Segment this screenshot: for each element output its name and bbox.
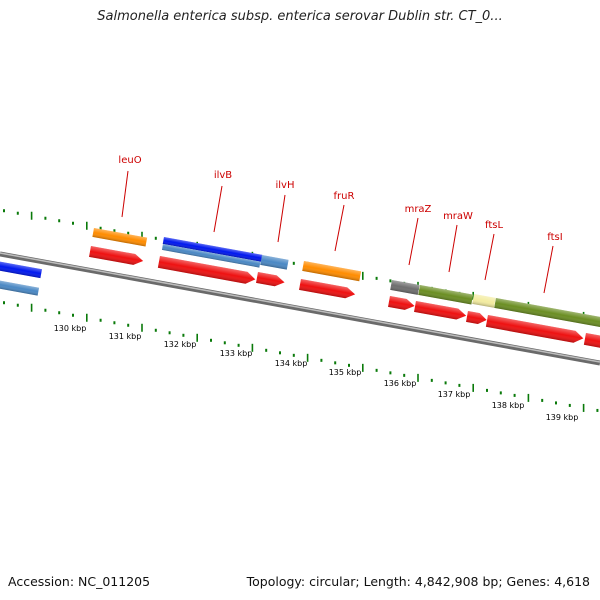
cds-arrow-right <box>583 333 600 349</box>
label-leader-ilvB <box>213 185 223 233</box>
cds-arrow-mraW <box>414 301 467 320</box>
gene-label-ilvB: ilvB <box>214 170 232 181</box>
axis-label-139-kbp: 139 kbp <box>546 413 579 422</box>
axis-label-134-kbp: 134 kbp <box>275 359 308 368</box>
backbone-line <box>0 251 600 366</box>
gene-box-ilvH <box>260 254 289 270</box>
gene-box-leuO <box>92 228 148 247</box>
axis-label-137-kbp: 137 kbp <box>438 390 471 399</box>
cds-arrow-mraZ <box>388 296 415 310</box>
label-leader-ftsL <box>484 233 495 281</box>
axis-label-138-kbp: 138 kbp <box>492 401 525 410</box>
gene-label-mraZ: mraZ <box>405 204 432 215</box>
gene-box-ftsL <box>472 293 496 308</box>
gene-box-ftsI <box>494 298 600 330</box>
gene-label-mraW: mraW <box>443 211 473 222</box>
gene-box-mraZ <box>390 279 420 295</box>
axis-label-136-kbp: 136 kbp <box>384 379 417 388</box>
gene-label-fruR: fruR <box>334 191 355 202</box>
axis-label-135-kbp: 135 kbp <box>329 368 362 377</box>
gene-label-ftsI: ftsI <box>547 232 562 243</box>
genome-summary-text: Topology: circular; Length: 4,842,908 bp… <box>246 574 590 589</box>
cds-arrow-ilvH <box>256 272 285 287</box>
axis-label-130-kbp: 130 kbp <box>54 324 87 333</box>
axis-label-132-kbp: 132 kbp <box>164 340 197 349</box>
backbone <box>0 251 600 366</box>
label-leader-ilvH <box>277 194 286 243</box>
label-leader-ftsI <box>543 245 554 294</box>
cds-arrow-ftsL <box>466 311 487 324</box>
feature-track <box>0 228 600 349</box>
cds-arrow-leuO <box>89 246 144 265</box>
gene-box-left-steel <box>0 276 40 296</box>
gene-label-leuO: leuO <box>118 155 141 166</box>
map-title: Salmonella enterica subsp. enterica sero… <box>97 9 503 24</box>
gene-box-mraW <box>418 285 474 305</box>
gene-labels: leuO ilvB ilvH fruR mraZ mraW ftsL ftsI <box>118 155 563 294</box>
gene-box-ilvB-blue <box>162 236 263 262</box>
axis-label-131-kbp: 131 kbp <box>109 332 142 341</box>
axis-label-133-kbp: 133 kbp <box>220 349 253 358</box>
label-leader-leuO <box>121 170 129 218</box>
gene-box-left-blue <box>0 258 42 279</box>
label-leader-mraW <box>448 224 458 273</box>
axis-labels: 130 kbp 131 kbp 132 kbp 133 kbp 134 kbp 135 k… <box>54 324 579 422</box>
gene-box-ilvB-steel <box>161 244 261 268</box>
gene-label-ilvH: ilvH <box>276 180 295 191</box>
gene-box-fruR <box>302 261 362 282</box>
cds-arrow-ftsI <box>485 315 584 343</box>
inner-tick-track <box>3 301 599 412</box>
gene-label-ftsL: ftsL <box>485 220 503 231</box>
label-leader-fruR <box>334 204 345 252</box>
label-leader-mraZ <box>408 217 419 266</box>
cds-arrow-fruR <box>299 279 356 299</box>
accession-text: Accession: NC_011205 <box>8 574 151 589</box>
cds-arrow-ilvB <box>157 256 256 284</box>
